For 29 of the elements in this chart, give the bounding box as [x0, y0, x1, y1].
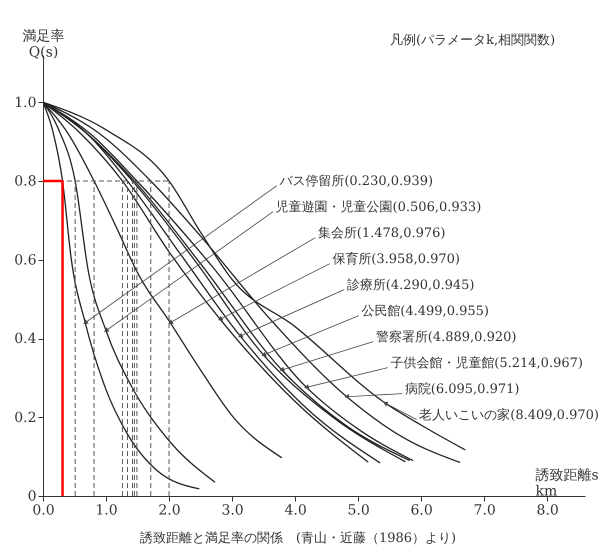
y-tick-label: 0 [28, 488, 36, 504]
x-tick-label: 0.0 [32, 502, 55, 518]
x-tick-label: 6.0 [410, 502, 433, 518]
x-tick-label: 2.0 [158, 502, 181, 518]
y-tick-label: 1.0 [14, 94, 36, 111]
text: 児童遊園・児童公園(0.506,0.933) [276, 198, 482, 215]
legend-title: 凡例(パラメータk,相関関数) [390, 33, 556, 48]
text: バス停留所(0.230,0.939) [278, 174, 434, 189]
legend-label: 病院(6.095,0.971) [404, 382, 520, 397]
text: 子供会館・児童館(5.214,0.967) [390, 354, 583, 371]
text: 警察署所(4.889,0.920) [376, 328, 516, 345]
text: 診療所(4.290,0.945) [346, 278, 474, 293]
text: 集会所(1.478,0.976) [318, 226, 446, 241]
x-tick-label: 8.0 [536, 502, 559, 518]
text: 誘致距離と満足率の関係 (青山・近藤（1986）より) [140, 530, 456, 546]
x-tick-label: 4.0 [284, 502, 307, 518]
x-tick-label: 3.0 [221, 502, 244, 518]
legend-label: 老人いこいの家(8.409,0.970) [419, 406, 599, 423]
y-axis-title: 満足率 Q(s) [22, 28, 64, 60]
text: 保育所(3.958,0.970) [332, 250, 460, 267]
x-tick-label: 1.0 [95, 502, 118, 518]
x-tick-label: 5.0 [347, 502, 370, 518]
y-tick-label: 0.6 [14, 252, 37, 268]
text: 公民館(4.499,0.955) [361, 304, 489, 319]
x-tick-label: 7.0 [474, 502, 496, 518]
y-tick-label: 0.8 [14, 174, 36, 190]
y-tick-label: 0.2 [14, 410, 36, 426]
x-axis-title: 誘致距離s km [536, 468, 599, 500]
y-tick-label: 0.4 [14, 331, 37, 347]
